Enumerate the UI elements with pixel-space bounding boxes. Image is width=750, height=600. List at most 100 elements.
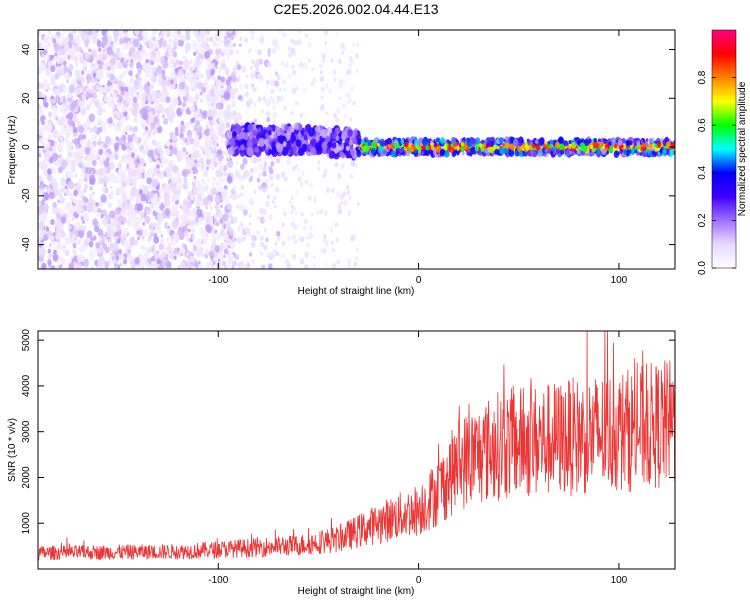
spectrogram-point	[43, 192, 50, 201]
spectrogram-point	[38, 145, 42, 154]
spectrogram-point	[219, 218, 223, 224]
spectrogram-point	[212, 157, 216, 161]
spectrogram-point	[340, 50, 345, 55]
spectrogram-point	[309, 183, 313, 188]
spectrogram-point	[233, 196, 238, 201]
spectrogram-point	[291, 253, 297, 260]
spectrogram-point	[640, 139, 644, 144]
spectrogram-point	[173, 232, 179, 240]
spectrogram-point	[74, 69, 81, 77]
spectrogram-point	[49, 139, 55, 147]
spectrogram-point	[136, 61, 142, 69]
spectrogram-point	[118, 178, 123, 184]
spectrogram-point	[571, 141, 577, 149]
spectrogram-point	[147, 149, 153, 158]
colorbar: 0.00.20.40.60.8 Normalized spectral ampl…	[697, 29, 748, 275]
spectrogram-point	[234, 139, 240, 146]
spectrogram-point	[45, 157, 49, 163]
spectrogram-point	[103, 159, 109, 168]
spectrogram-point	[281, 252, 285, 258]
spectrogram-point	[307, 58, 311, 63]
spectrogram-point	[343, 46, 348, 52]
spectrogram-point	[129, 125, 134, 132]
spectrogram-point	[97, 258, 104, 268]
spectrogram-point	[307, 41, 312, 48]
spectrogram-point	[290, 210, 294, 214]
spectrogram-point	[208, 48, 214, 55]
snr-y-tick-label: 5000	[21, 329, 32, 352]
spectrogram-point	[63, 72, 70, 81]
spectrogram-point	[334, 162, 339, 168]
spectrogram-point	[302, 226, 307, 231]
spectrogram-point	[38, 182, 41, 186]
spectrogram-point	[114, 207, 121, 215]
spectrogram-point	[111, 103, 116, 109]
spectrogram-point	[276, 95, 281, 102]
spectrogram-point	[279, 127, 283, 133]
spectrogram-point	[209, 128, 216, 137]
spectrogram-point	[346, 92, 351, 99]
spectrogram-point	[225, 68, 229, 74]
spectrogram-point	[173, 142, 177, 148]
spectrogram-point	[83, 172, 88, 178]
spectrogram-point	[338, 96, 342, 101]
spectrogram-point	[194, 262, 200, 269]
spectrogram-point	[292, 69, 297, 76]
spectrogram-point	[183, 128, 187, 132]
spectrogram-point	[95, 242, 101, 249]
spectrogram-point	[184, 230, 189, 237]
spectrogram-point	[190, 117, 195, 124]
spectrogram-point	[82, 195, 87, 201]
spectrogram-point	[319, 76, 324, 82]
spectrogram-point	[122, 227, 128, 235]
spectrogram-point	[100, 214, 104, 219]
spectrogram-point	[73, 56, 79, 63]
spectrogram-point	[56, 134, 60, 139]
spectrogram-point	[239, 204, 245, 211]
spectrogram-point	[161, 158, 165, 164]
spectrogram-point	[489, 146, 494, 154]
spectrogram-point	[319, 248, 324, 254]
spectrogram-point	[135, 240, 138, 244]
spectrogram-point	[148, 111, 153, 117]
spectrogram-point	[291, 145, 298, 153]
spectrogram-point	[96, 40, 102, 48]
spectrogram-point	[185, 71, 189, 76]
spectrogram-point	[195, 120, 200, 127]
spectrogram-point	[209, 221, 212, 226]
spectrogram-point	[158, 73, 162, 78]
spectrogram-point	[161, 114, 165, 119]
spectrogram-point	[68, 225, 72, 230]
spectrogram-point	[307, 195, 312, 202]
spectrogram-point	[85, 147, 91, 155]
spectrogram-point	[83, 259, 89, 268]
spectrogram-point	[502, 141, 505, 145]
spectrogram-point	[629, 140, 633, 146]
spectrogram-point	[62, 248, 66, 253]
colorbar-tick-label: 0.2	[697, 213, 708, 227]
spectrogram-point	[86, 106, 91, 111]
spectrogram-point	[275, 157, 281, 164]
spectrogram-point	[40, 43, 44, 48]
spectrogram-point	[129, 46, 136, 54]
spectrogram-point	[160, 56, 166, 64]
spectrogram-point	[186, 130, 193, 139]
spectrogram-point	[196, 247, 203, 256]
spectrogram-point	[101, 30, 107, 36]
spectrogram-point	[335, 190, 341, 197]
spectrogram-point	[238, 83, 244, 90]
spectrogram-point	[75, 45, 80, 53]
spectrogram-point	[180, 252, 184, 257]
spectrogram-point	[287, 235, 292, 242]
spectrogram-point	[356, 43, 359, 47]
spectrogram-point	[101, 186, 106, 193]
spectrogram-point	[527, 139, 530, 143]
spectrogram-point	[80, 34, 85, 40]
spectrogram-point	[151, 31, 156, 37]
spectrogram-point	[237, 74, 241, 79]
spectrogram-point	[656, 141, 662, 148]
spectrogram-point	[46, 123, 53, 132]
